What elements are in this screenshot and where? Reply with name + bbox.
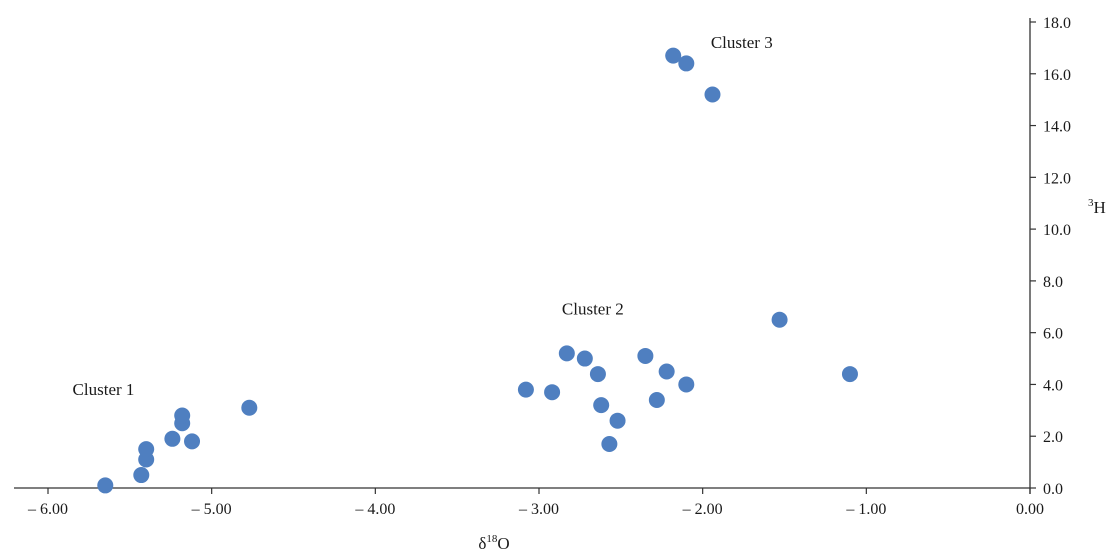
y-tick-label: 10.0 [1043,222,1071,239]
y-tick-label: 12.0 [1043,170,1071,187]
cluster-label: Cluster 1 [73,380,135,399]
cluster-annotations: Cluster 1 Cluster 2 Cluster 3 [73,33,773,399]
data-point [558,345,575,362]
cluster-label: Cluster 3 [711,33,773,52]
data-point [133,467,150,484]
data-point [665,47,682,64]
y-tick-label: 6.0 [1043,326,1063,343]
y-tick-label: 0.0 [1043,481,1063,498]
x-tick-label: – 6.00 [27,501,68,518]
x-tick-label: – 4.00 [354,501,395,518]
y-tick-label: 4.0 [1043,377,1063,394]
data-point [138,441,155,458]
cluster-label: Cluster 2 [562,300,624,319]
data-point [648,391,665,408]
data-point [576,350,593,367]
data-point [601,435,618,452]
data-point [174,407,191,424]
x-tick-label: – 2.00 [682,501,723,518]
data-point [97,477,114,494]
data-point [609,412,626,429]
data-point [593,397,610,414]
data-point [678,376,695,393]
data-point [589,366,606,383]
data-point [771,311,788,328]
x-tick-label: – 1.00 [845,501,886,518]
data-point [184,433,201,450]
y-tick-label: 18.0 [1043,15,1071,32]
x-tick-label: – 3.00 [518,501,559,518]
axes: – 6.00– 5.00– 4.00– 3.00– 2.00– 1.00 0.00… [14,15,1071,518]
y-tick-label: 16.0 [1043,67,1071,84]
y-tick-label: 14.0 [1043,119,1071,136]
data-points [97,47,858,494]
data-point [637,347,654,364]
y-tick-label: 2.0 [1043,429,1063,446]
data-point [164,430,181,447]
data-point [517,381,534,398]
data-point [658,363,675,380]
data-point [241,399,258,416]
x-tick-label: – 5.00 [191,501,232,518]
x-axis-ticks: – 6.00 – 5.00 – 4.00 – 3.00 – 2.00 – 1.00 0.00 [27,488,1044,518]
y-tick-label: 8.0 [1043,274,1063,291]
data-point [704,86,721,103]
y-axis-title: 3H [1088,197,1106,217]
data-point [544,384,561,401]
y-axis-ticks: 0.0 2.0 4.0 6.0 8.0 10.0 12.0 14.0 16.0 18.0 [1030,15,1071,498]
data-point [841,366,858,383]
data-point [678,55,695,72]
x-tick-label: 0.00 [1016,501,1044,518]
x-axis-title: δ18O [478,533,509,553]
